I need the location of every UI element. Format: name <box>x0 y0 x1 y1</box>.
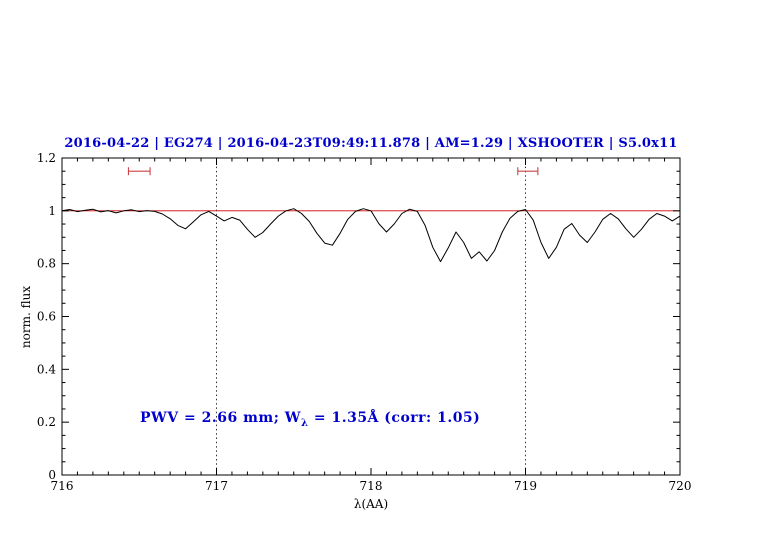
pwv-annotation-pre: PWV = 2.66 mm; W <box>140 410 301 426</box>
telluric-band-marker <box>127 167 151 176</box>
axis-tick-labels: 716 717 718 719 720 0 0.2 0.4 0.6 0.8 1 1.2 <box>37 151 692 493</box>
y-axis-label: norm. flux <box>19 285 33 349</box>
x-tick-label: 717 <box>205 479 228 493</box>
x-tick-label: 716 <box>51 479 74 493</box>
y-tick-label: 1.2 <box>37 151 56 165</box>
x-tick-label: 718 <box>360 479 383 493</box>
pwv-annotation-post: = 1.35Å (corr: 1.05) <box>308 410 481 426</box>
x-axis-label: λ(AA) <box>353 497 389 511</box>
telluric-band-marker <box>517 167 539 176</box>
x-tick-label: 719 <box>514 479 537 493</box>
pwv-annotation-sub: λ <box>300 417 309 429</box>
x-tick-label: 720 <box>669 479 692 493</box>
y-tick-label: 0.4 <box>37 362 56 376</box>
axis-ticks <box>61 157 681 476</box>
y-tick-label: 0 <box>48 468 56 482</box>
y-tick-label: 0.8 <box>37 257 56 271</box>
spectrum-line <box>61 208 681 263</box>
y-tick-label: 1 <box>48 204 56 218</box>
plot-title: 2016-04-22 | EG274 | 2016-04-23T09:49:11… <box>64 136 678 151</box>
y-tick-label: 0.2 <box>37 415 56 429</box>
pwv-annotation: PWV = 2.66 mm; Wλ = 1.35Å (corr: 1.05) <box>140 410 480 429</box>
y-tick-label: 0.6 <box>37 310 56 324</box>
